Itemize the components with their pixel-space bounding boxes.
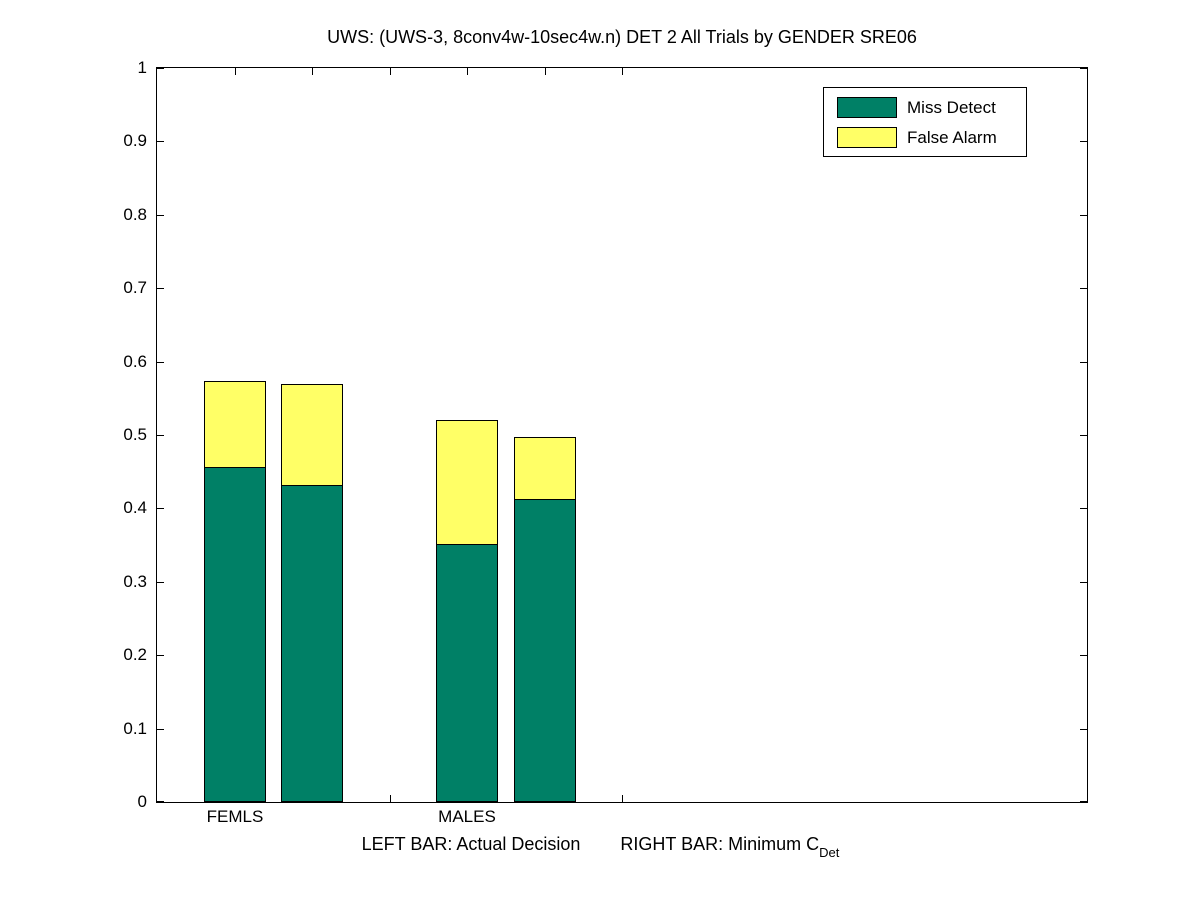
y-tick-right [1080,582,1087,583]
chart-title: UWS: (UWS-3, 8conv4w-10sec4w.n) DET 2 Al… [327,27,917,47]
x-tick-top [390,68,391,75]
legend-swatch [837,127,897,148]
y-tick-left [157,508,164,509]
y-tick-right [1080,435,1087,436]
y-tick-left [157,655,164,656]
y-tick-label: 1 [137,58,147,77]
bar-segment-miss-detect [436,544,498,802]
x-tick-bottom [622,795,623,802]
y-tick-label: 0.7 [123,278,147,297]
x-axis-label-left: LEFT BAR: Actual Decision [361,834,581,854]
x-tick-top [235,68,236,75]
y-tick-right [1080,729,1087,730]
x-axis-label-right: RIGHT BAR: Minimum CDet [620,833,839,859]
y-tick-left [157,68,164,69]
x-axis-label-right-text: RIGHT BAR: Minimum C [620,834,820,854]
y-tick-right [1080,68,1087,69]
bar-segment-false-alarm [436,420,498,545]
y-tick-left [157,582,164,583]
y-tick-right [1080,141,1087,142]
legend-item-miss-detect: Miss Detect [837,97,996,118]
x-axis-label: LEFT BAR: Actual Decision RIGHT BAR: Min… [0,833,1201,859]
y-tick-left [157,215,164,216]
y-tick-label: 0 [137,792,147,811]
y-tick-right [1080,508,1087,509]
x-tick-bottom [390,795,391,802]
x-tick-top [312,68,313,75]
legend: Miss Detect False Alarm [823,87,1027,157]
legend-swatch [837,97,897,118]
y-tick-label: 0.4 [123,498,147,517]
x-tick-top [467,68,468,75]
y-tick-label: 0.3 [123,572,147,591]
x-category-label: FEMLS [206,807,264,826]
y-tick-left [157,141,164,142]
x-axis-label-subscript: Det [819,845,840,860]
y-tick-left [157,435,164,436]
y-tick-label: 0.6 [123,352,147,371]
y-tick-label: 0.5 [123,425,147,444]
bar-segment-miss-detect [204,467,266,802]
bar-segment-miss-detect [514,499,576,802]
y-tick-right [1080,288,1087,289]
y-tick-label: 0.8 [123,205,147,224]
y-tick-right [1080,215,1087,216]
bar-segment-miss-detect [281,485,343,802]
y-tick-left [157,362,164,363]
x-tick-top [545,68,546,75]
y-tick-left [157,801,164,802]
y-tick-label: 0.2 [123,645,147,664]
y-tick-left [157,729,164,730]
legend-label: Miss Detect [907,98,996,117]
y-tick-label: 0.1 [123,719,147,738]
y-tick-left [157,288,164,289]
bar-segment-false-alarm [204,381,266,468]
x-tick-top [622,68,623,75]
bar-segment-false-alarm [281,384,343,486]
legend-item-false-alarm: False Alarm [837,127,997,148]
legend-label: False Alarm [907,128,997,147]
y-tick-right [1080,362,1087,363]
y-tick-label: 0.9 [123,131,147,150]
y-tick-right [1080,801,1087,802]
bar-segment-false-alarm [514,437,576,500]
plot-area: 0 0.1 0.2 0.3 0.4 0.5 0.6 0.7 0.8 0.9 1 FEMLS MALES [123,58,1088,826]
y-tick-right [1080,655,1087,656]
x-category-label: MALES [438,807,496,826]
